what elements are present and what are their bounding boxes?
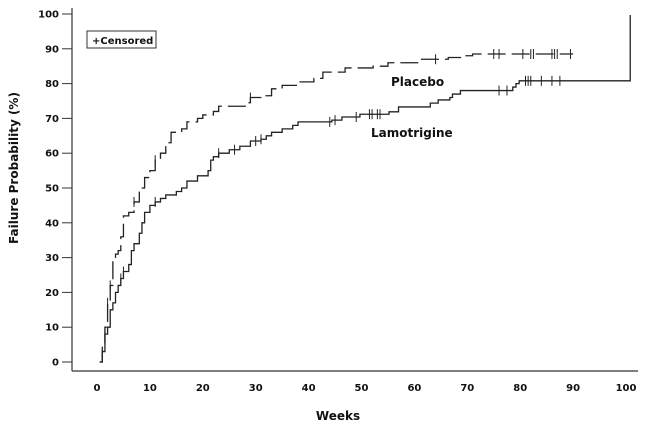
y-tick-label: 10 [45, 323, 59, 334]
y-tick-label: 100 [38, 10, 59, 21]
x-tick-label: 40 [302, 383, 316, 394]
y-tick-label: 60 [45, 149, 59, 160]
axes: 0 10 20 30 40 50 60 70 80 90 100 0 10 20 30 40 50 60 70 80 9… [38, 8, 638, 394]
series-label-placebo: Placebo [391, 75, 444, 89]
series-line-placebo [99, 53, 574, 363]
x-tick-label: 70 [460, 383, 474, 394]
y-tick-label: 90 [45, 44, 59, 55]
y-tick-label: 80 [45, 79, 59, 90]
y-tick-label: 30 [45, 253, 59, 264]
y-tick-label: 50 [45, 184, 59, 195]
x-tick-label: 100 [616, 383, 637, 394]
y-axis-label: Failure Probability (%) [7, 92, 21, 244]
x-tick-label: 10 [143, 383, 157, 394]
y-tick-label: 0 [52, 358, 59, 369]
x-tick-label: 20 [196, 383, 210, 394]
x-tick-label: 60 [407, 383, 421, 394]
x-tick-label: 50 [355, 383, 369, 394]
x-axis-label: Weeks [316, 409, 360, 423]
x-tick-label: 80 [513, 383, 527, 394]
x-tick-label: 30 [249, 383, 263, 394]
legend: +Censored [86, 30, 157, 49]
legend-text: +Censored [92, 36, 153, 47]
y-tick-label: 70 [45, 114, 59, 125]
series-layer [99, 15, 631, 363]
series-label-lamotrigine: Lamotrigine [371, 126, 453, 140]
x-tick-label: 90 [566, 383, 580, 394]
y-tick-label: 40 [45, 218, 59, 229]
series-line-lamotrigine [99, 15, 631, 363]
y-tick-label: 20 [45, 288, 59, 299]
legend-box [86, 30, 157, 49]
x-tick-label: 0 [94, 383, 101, 394]
